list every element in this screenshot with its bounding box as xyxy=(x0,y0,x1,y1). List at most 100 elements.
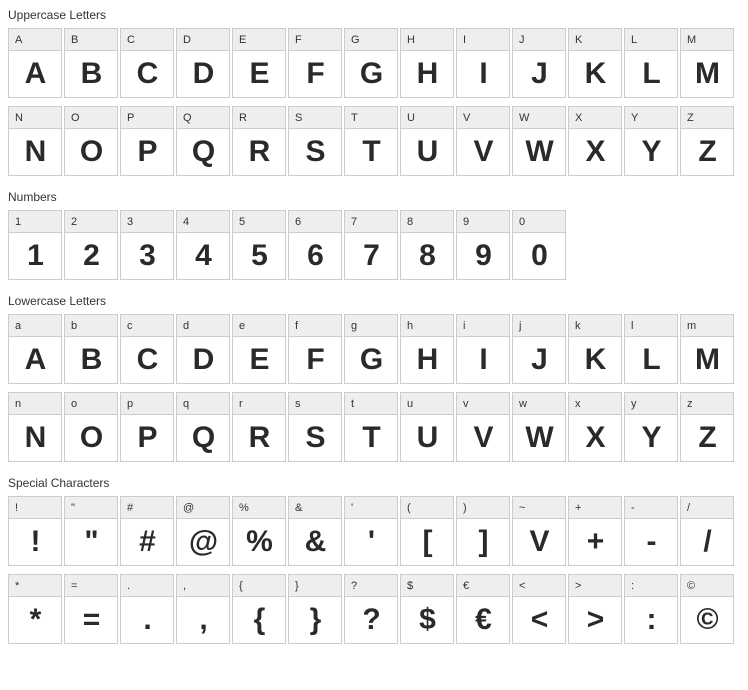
char-cell: VV xyxy=(456,106,510,176)
char-glyph: Z xyxy=(681,129,733,175)
char-glyph: U xyxy=(401,129,453,175)
char-cell: $$ xyxy=(400,574,454,644)
char-label: F xyxy=(289,29,341,51)
char-glyph: K xyxy=(569,337,621,383)
char-label: 0 xyxy=(513,211,565,233)
char-cell: 00 xyxy=(512,210,566,280)
section-title: Uppercase Letters xyxy=(8,8,740,22)
char-cell: %% xyxy=(232,496,286,566)
char-label: e xyxy=(233,315,285,337)
char-label: > xyxy=(569,575,621,597)
char-glyph: Q xyxy=(177,129,229,175)
char-glyph: J xyxy=(513,337,565,383)
char-label: V xyxy=(457,107,509,129)
char-glyph: G xyxy=(345,337,397,383)
char-label: p xyxy=(121,393,173,415)
char-cell: ## xyxy=(120,496,174,566)
char-cell: cC xyxy=(120,314,174,384)
char-cell: == xyxy=(64,574,118,644)
char-glyph: W xyxy=(513,415,565,461)
char-cell: WW xyxy=(512,106,566,176)
char-label: z xyxy=(681,393,733,415)
row-break xyxy=(8,386,740,390)
char-label: = xyxy=(65,575,117,597)
char-cell: uU xyxy=(400,392,454,462)
char-label: 3 xyxy=(121,211,173,233)
char-label: M xyxy=(681,29,733,51)
char-label: 1 xyxy=(9,211,61,233)
char-cell: // xyxy=(680,496,734,566)
char-glyph: Z xyxy=(681,415,733,461)
char-label: j xyxy=(513,315,565,337)
char-cell: ©© xyxy=(680,574,734,644)
char-cell: QQ xyxy=(176,106,230,176)
char-glyph: R xyxy=(233,129,285,175)
char-label: 5 xyxy=(233,211,285,233)
char-label: E xyxy=(233,29,285,51)
char-label: t xyxy=(345,393,397,415)
char-cell: {{ xyxy=(232,574,286,644)
char-label: € xyxy=(457,575,509,597)
char-label: l xyxy=(625,315,677,337)
char-cell: bB xyxy=(64,314,118,384)
char-glyph: B xyxy=(65,337,117,383)
char-glyph: $ xyxy=(401,597,453,643)
row-break xyxy=(8,100,740,104)
char-cell: NN xyxy=(8,106,62,176)
char-label: * xyxy=(9,575,61,597)
char-cell: gG xyxy=(344,314,398,384)
char-label: # xyxy=(121,497,173,519)
char-cell: tT xyxy=(344,392,398,462)
char-glyph: M xyxy=(681,51,733,97)
char-cell: GG xyxy=(344,28,398,98)
char-cell: sS xyxy=(288,392,342,462)
char-label: 2 xyxy=(65,211,117,233)
char-glyph: V xyxy=(457,415,509,461)
char-glyph: H xyxy=(401,337,453,383)
char-glyph: D xyxy=(177,337,229,383)
char-cell: aA xyxy=(8,314,62,384)
char-cell: ++ xyxy=(568,496,622,566)
char-glyph: 5 xyxy=(233,233,285,279)
char-cell: oO xyxy=(64,392,118,462)
char-label: v xyxy=(457,393,509,415)
char-label: G xyxy=(345,29,397,51)
char-label: X xyxy=(569,107,621,129)
char-label: ' xyxy=(345,497,397,519)
char-glyph: V xyxy=(457,129,509,175)
char-cell: YY xyxy=(624,106,678,176)
char-glyph: F xyxy=(289,51,341,97)
char-glyph: T xyxy=(345,129,397,175)
char-cell: !! xyxy=(8,496,62,566)
char-glyph: @ xyxy=(177,519,229,565)
char-label: W xyxy=(513,107,565,129)
char-glyph: . xyxy=(121,597,173,643)
char-label: u xyxy=(401,393,453,415)
char-glyph: U xyxy=(401,415,453,461)
char-glyph: I xyxy=(457,51,509,97)
char-label: c xyxy=(121,315,173,337)
char-label: ~ xyxy=(513,497,565,519)
section-title: Lowercase Letters xyxy=(8,294,740,308)
char-glyph: € xyxy=(457,597,509,643)
char-label: ( xyxy=(401,497,453,519)
char-glyph: A xyxy=(9,337,61,383)
char-label: 6 xyxy=(289,211,341,233)
char-cell: 44 xyxy=(176,210,230,280)
row-break xyxy=(8,568,740,572)
char-glyph: M xyxy=(681,337,733,383)
char-glyph: T xyxy=(345,415,397,461)
char-cell: 99 xyxy=(456,210,510,280)
char-glyph: * xyxy=(9,597,61,643)
char-cell: ?? xyxy=(344,574,398,644)
char-glyph: ! xyxy=(9,519,61,565)
char-label: D xyxy=(177,29,229,51)
char-glyph: L xyxy=(625,51,677,97)
char-label: q xyxy=(177,393,229,415)
char-glyph: H xyxy=(401,51,453,97)
char-glyph: A xyxy=(9,51,61,97)
char-glyph: E xyxy=(233,337,285,383)
char-label: f xyxy=(289,315,341,337)
char-label: r xyxy=(233,393,285,415)
char-glyph: N xyxy=(9,129,61,175)
